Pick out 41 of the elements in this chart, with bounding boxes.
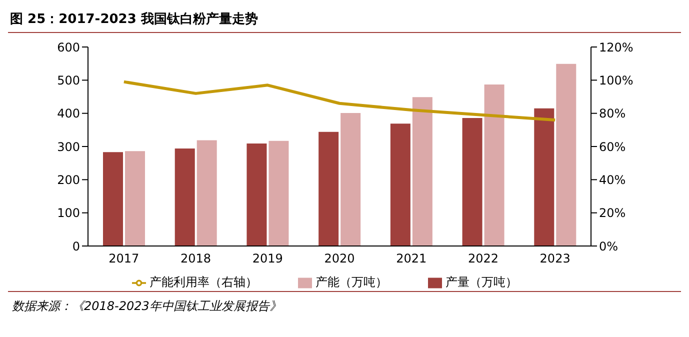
x-tick-label: 2022 <box>468 252 498 266</box>
bar <box>484 84 504 246</box>
y-tick-label: 300 <box>57 140 80 154</box>
y-tick-label: 200 <box>57 172 80 187</box>
bar <box>125 151 145 246</box>
source-note: 数据来源：《2018-2023年中国钛工业发展报告》 <box>8 291 681 315</box>
x-tick-label: 2020 <box>324 252 355 266</box>
bar <box>390 124 410 246</box>
bar <box>268 140 289 246</box>
x-tick-label: 2019 <box>252 252 283 266</box>
bar <box>174 148 195 246</box>
line-series <box>122 80 557 122</box>
legend-label: 产量（万吨） <box>446 275 518 289</box>
bar <box>534 108 554 246</box>
bar <box>196 140 217 246</box>
y2-tick-label: 0% <box>599 239 618 254</box>
legend-label: 产能（万吨） <box>316 275 388 289</box>
bar <box>318 132 339 246</box>
x-tick-label: 2017 <box>108 252 140 266</box>
y2-tick-label: 60% <box>599 140 626 154</box>
y-tick-label: 400 <box>57 106 80 121</box>
y2-tick-label: 100% <box>599 73 634 88</box>
chart-title: 图 25：2017-2023 我国钛白粉产量走势 <box>8 8 681 33</box>
x-tick-label: 2023 <box>540 252 570 266</box>
bar <box>462 118 482 246</box>
bar <box>412 97 432 246</box>
x-tick-label: 2018 <box>180 252 212 266</box>
y2-tick-label: 20% <box>599 206 626 220</box>
y-tick-label: 500 <box>57 73 80 88</box>
y-tick-label: 600 <box>57 40 80 54</box>
y2-tick-label: 120% <box>599 40 634 54</box>
x-tick-label: 2021 <box>396 252 427 266</box>
bar <box>246 144 267 246</box>
y-tick-label: 100 <box>57 206 80 220</box>
y2-tick-label: 80% <box>599 106 626 121</box>
bar <box>103 152 123 246</box>
bar <box>556 64 576 246</box>
legend-label: 产能利用率（右轴） <box>150 275 258 289</box>
y-tick-label: 0 <box>72 239 80 254</box>
bar <box>340 113 361 246</box>
y2-tick-label: 40% <box>599 172 626 187</box>
